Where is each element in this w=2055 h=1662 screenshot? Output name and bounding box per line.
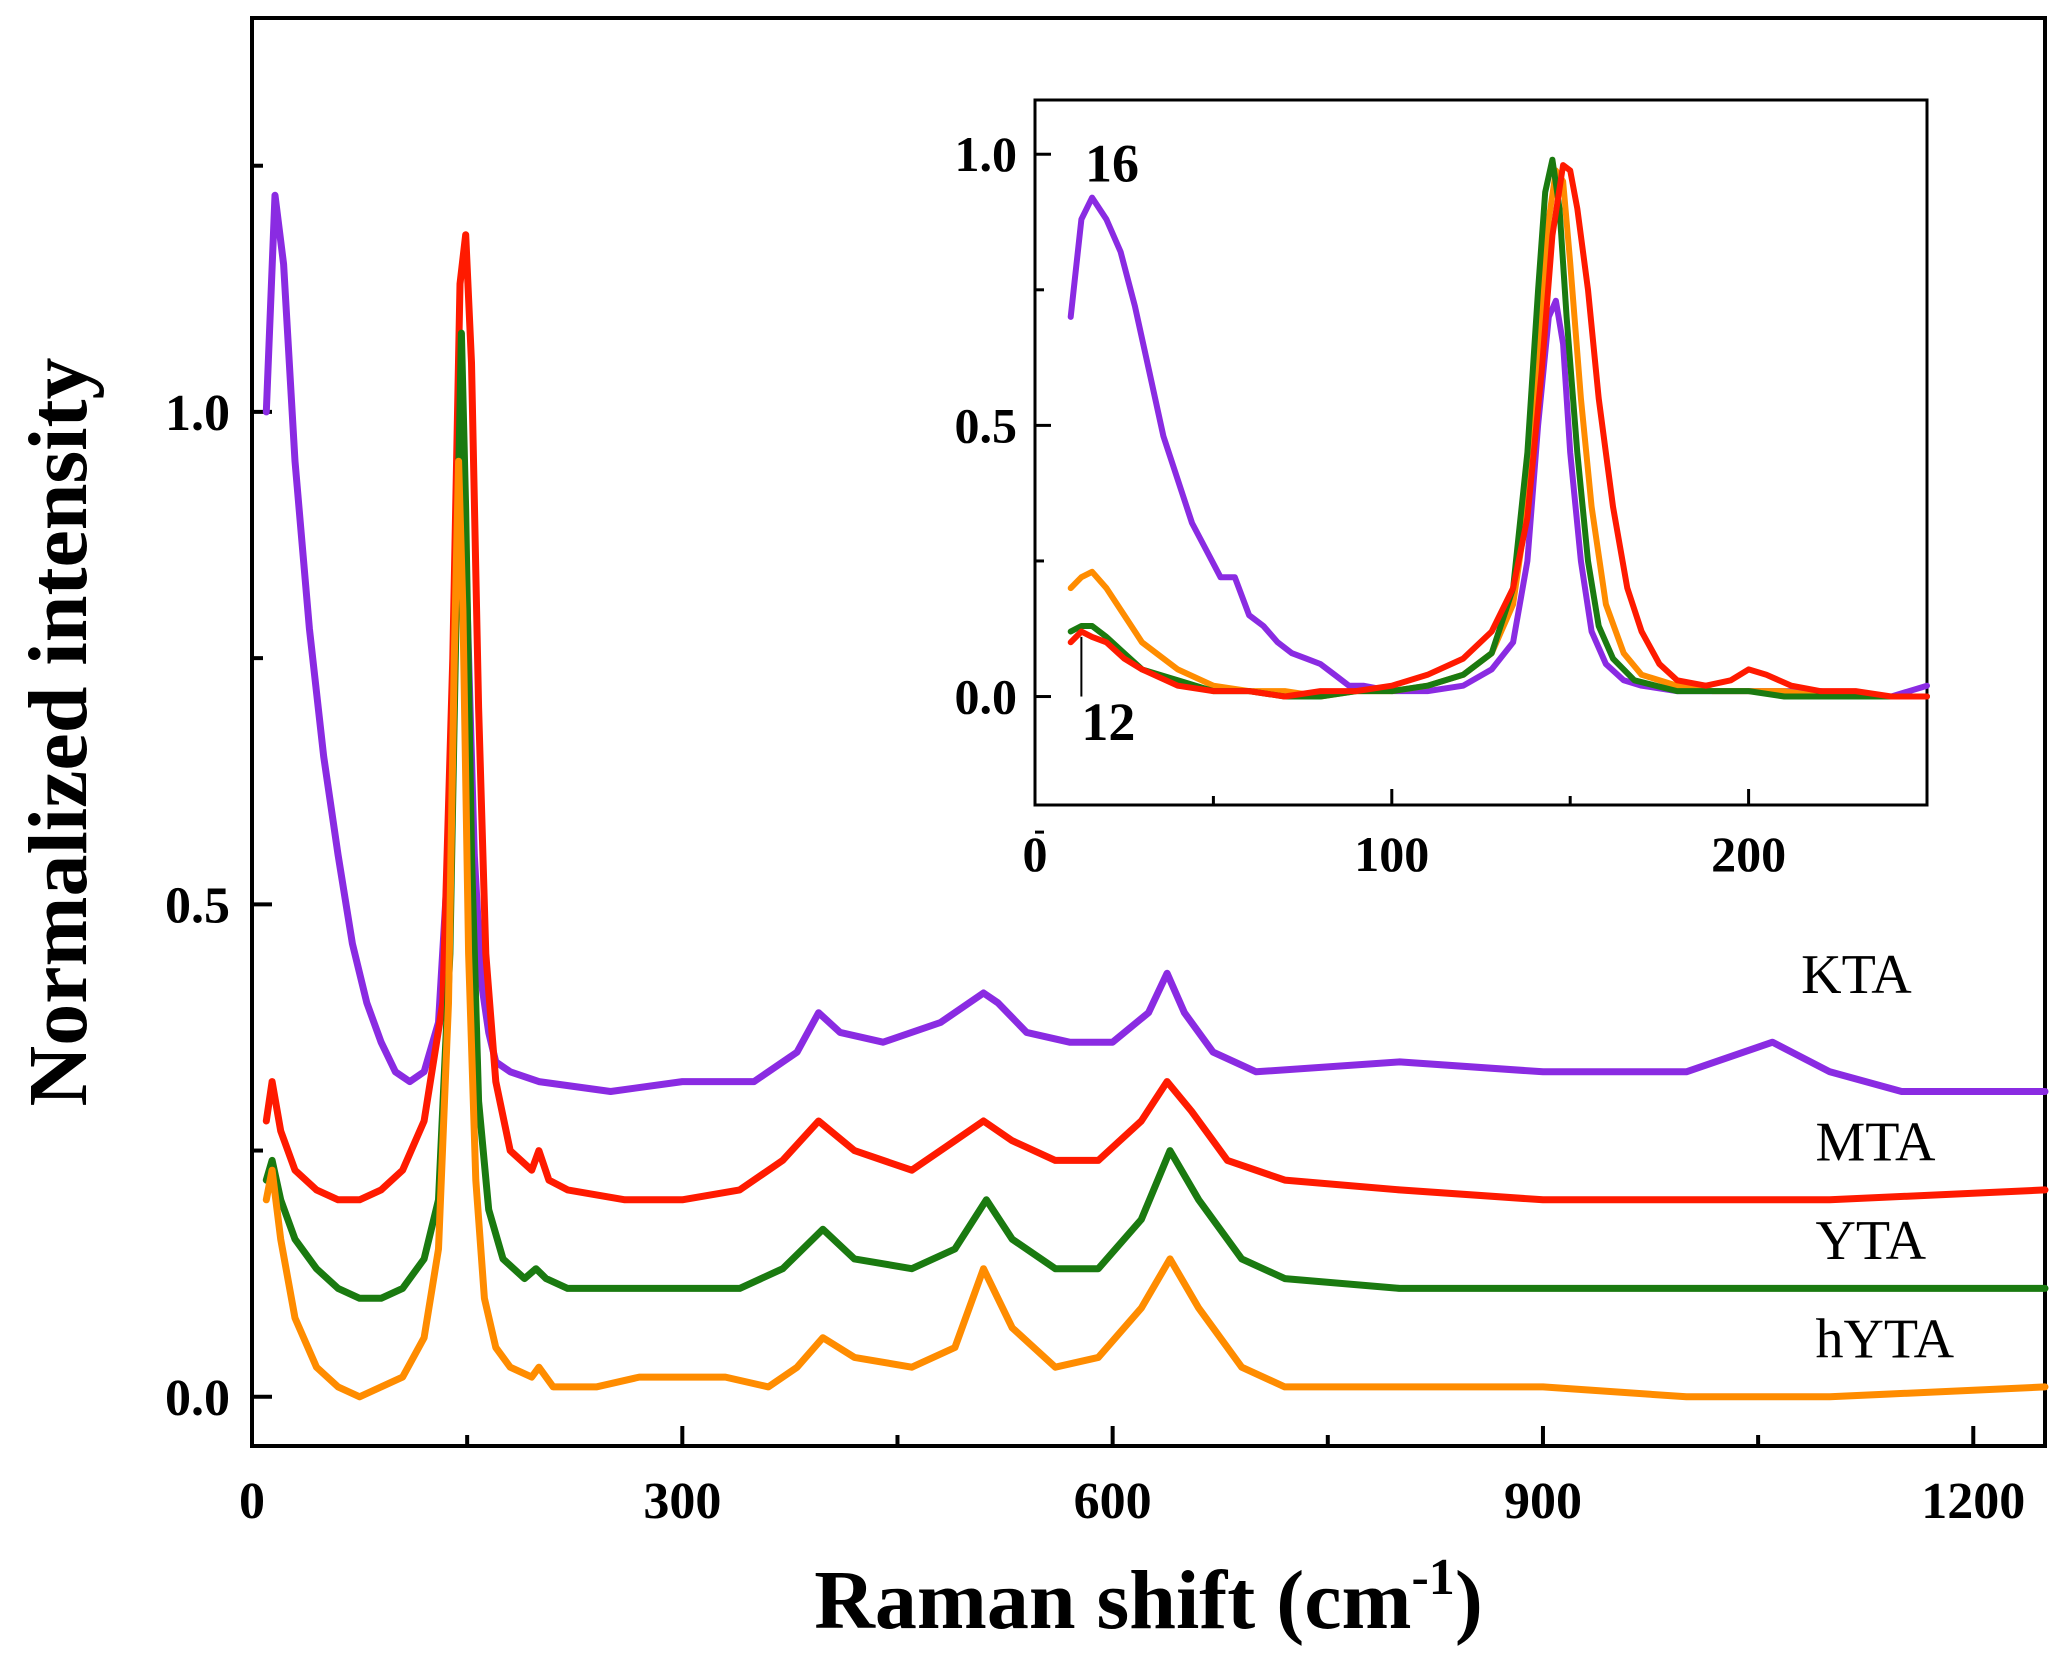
- inset-series-line-yta: [1067, 156, 1930, 700]
- series-label-yta: YTA: [1815, 1210, 1926, 1272]
- x-axis-title-text: Raman shift (cm: [814, 1554, 1411, 1647]
- inset-x-tick-label: 200: [1711, 826, 1786, 882]
- y-tick-label: 1.0: [165, 385, 230, 442]
- y-axis-title: Normalized intensity: [12, 358, 105, 1107]
- x-tick-label: 1200: [1921, 1473, 2025, 1530]
- series-line-yta: [262, 329, 2049, 1302]
- series-line-mta: [262, 231, 2049, 1204]
- x-axis-title-superscript: -1: [1411, 1549, 1454, 1606]
- x-tick-label: 900: [1504, 1473, 1582, 1530]
- inset-y-tick-label: 1.0: [955, 126, 1018, 182]
- main-plot-frame: [250, 16, 2047, 1448]
- x-tick-label: 300: [643, 1473, 721, 1530]
- inset-peak-annotation: 12: [1081, 692, 1135, 752]
- y-tick-label: 0.5: [165, 877, 230, 934]
- series-label-kta: KTA: [1801, 944, 1912, 1006]
- main-plot: 0 300 600 900 1200 0.0 0.5 1.0 Raman shift (cm-1…: [12, 16, 2049, 1647]
- series-line-hyta: [262, 457, 2049, 1401]
- x-axis-title: Raman shift (cm-1): [814, 1549, 1483, 1647]
- series-line-kta: [262, 191, 2049, 1095]
- inset-x-tick-label: 0: [1023, 826, 1048, 882]
- x-axis-title-close: ): [1455, 1554, 1483, 1647]
- inset-series-line-mta: [1067, 162, 1930, 700]
- x-tick-label: 0: [239, 1473, 265, 1530]
- inset-y-tick-label: 0.0: [955, 669, 1018, 725]
- inset-plot: 0 100 200 0.0 0.5 1.0 16 12: [955, 98, 1930, 882]
- inset-peak-annotation: 16: [1085, 133, 1139, 193]
- x-tick-label: 600: [1074, 1473, 1152, 1530]
- series-label-hyta: hYTA: [1815, 1308, 1954, 1370]
- inset-y-tick-label: 0.5: [955, 397, 1018, 453]
- series-label-mta: MTA: [1815, 1111, 1936, 1173]
- inset-x-tick-label: 100: [1354, 826, 1429, 882]
- y-tick-label: 0.0: [165, 1370, 230, 1427]
